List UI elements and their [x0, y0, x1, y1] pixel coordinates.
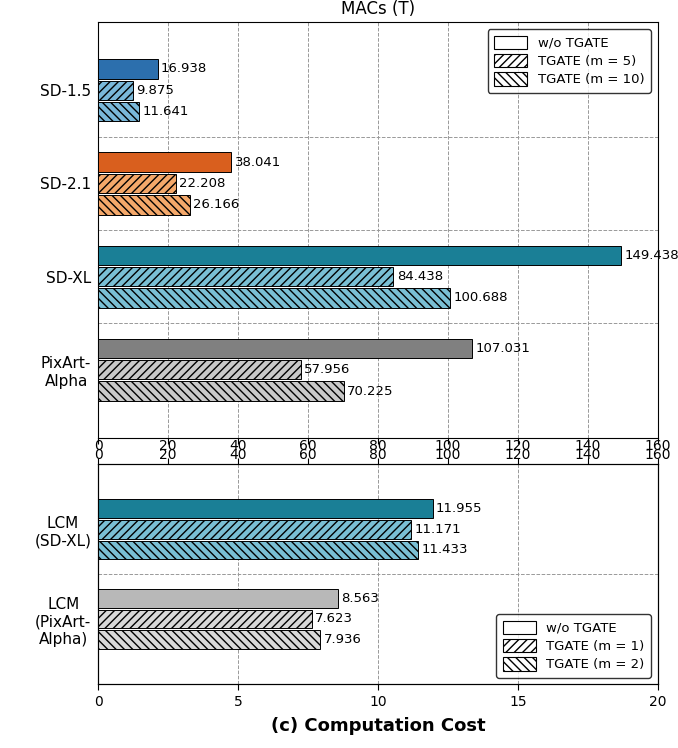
- Bar: [98, 153, 231, 172]
- Bar: [98, 360, 301, 379]
- Bar: [98, 195, 190, 215]
- Bar: [98, 631, 320, 649]
- Bar: [98, 174, 176, 193]
- Text: 149.438: 149.438: [624, 248, 678, 262]
- X-axis label: (c) Computation Cost: (c) Computation Cost: [271, 717, 485, 735]
- Text: 26.166: 26.166: [193, 198, 239, 212]
- Bar: [98, 81, 133, 100]
- Bar: [98, 339, 473, 358]
- Bar: [98, 288, 450, 307]
- Text: 11.641: 11.641: [142, 105, 188, 118]
- Text: 11.171: 11.171: [414, 523, 461, 536]
- Text: 9.875: 9.875: [136, 84, 174, 97]
- Text: 11.433: 11.433: [422, 543, 468, 557]
- Bar: [98, 381, 344, 401]
- Text: 11.955: 11.955: [436, 502, 483, 515]
- Text: 22.208: 22.208: [179, 177, 226, 190]
- Bar: [98, 500, 433, 518]
- Bar: [98, 610, 311, 628]
- Text: 107.031: 107.031: [476, 342, 531, 355]
- Text: 84.438: 84.438: [397, 270, 443, 283]
- Bar: [98, 245, 621, 265]
- Text: 100.688: 100.688: [454, 292, 508, 304]
- Text: 57.956: 57.956: [304, 363, 351, 376]
- Text: 38.041: 38.041: [235, 156, 281, 168]
- Bar: [98, 102, 139, 121]
- Legend: w/o TGATE, TGATE (m = 5), TGATE (m = 10): w/o TGATE, TGATE (m = 5), TGATE (m = 10): [487, 29, 651, 93]
- Bar: [98, 520, 411, 539]
- Text: 8.563: 8.563: [341, 592, 379, 605]
- Bar: [98, 541, 418, 560]
- Text: 7.623: 7.623: [315, 613, 353, 625]
- Text: 16.938: 16.938: [161, 63, 207, 76]
- Bar: [98, 267, 393, 286]
- Legend: w/o TGATE, TGATE (m = 1), TGATE (m = 2): w/o TGATE, TGATE (m = 1), TGATE (m = 2): [496, 614, 651, 678]
- Bar: [98, 589, 338, 607]
- Text: 70.225: 70.225: [347, 384, 394, 397]
- Bar: [98, 59, 157, 79]
- Title: MACs (T): MACs (T): [341, 0, 415, 18]
- Text: 7.936: 7.936: [323, 633, 361, 646]
